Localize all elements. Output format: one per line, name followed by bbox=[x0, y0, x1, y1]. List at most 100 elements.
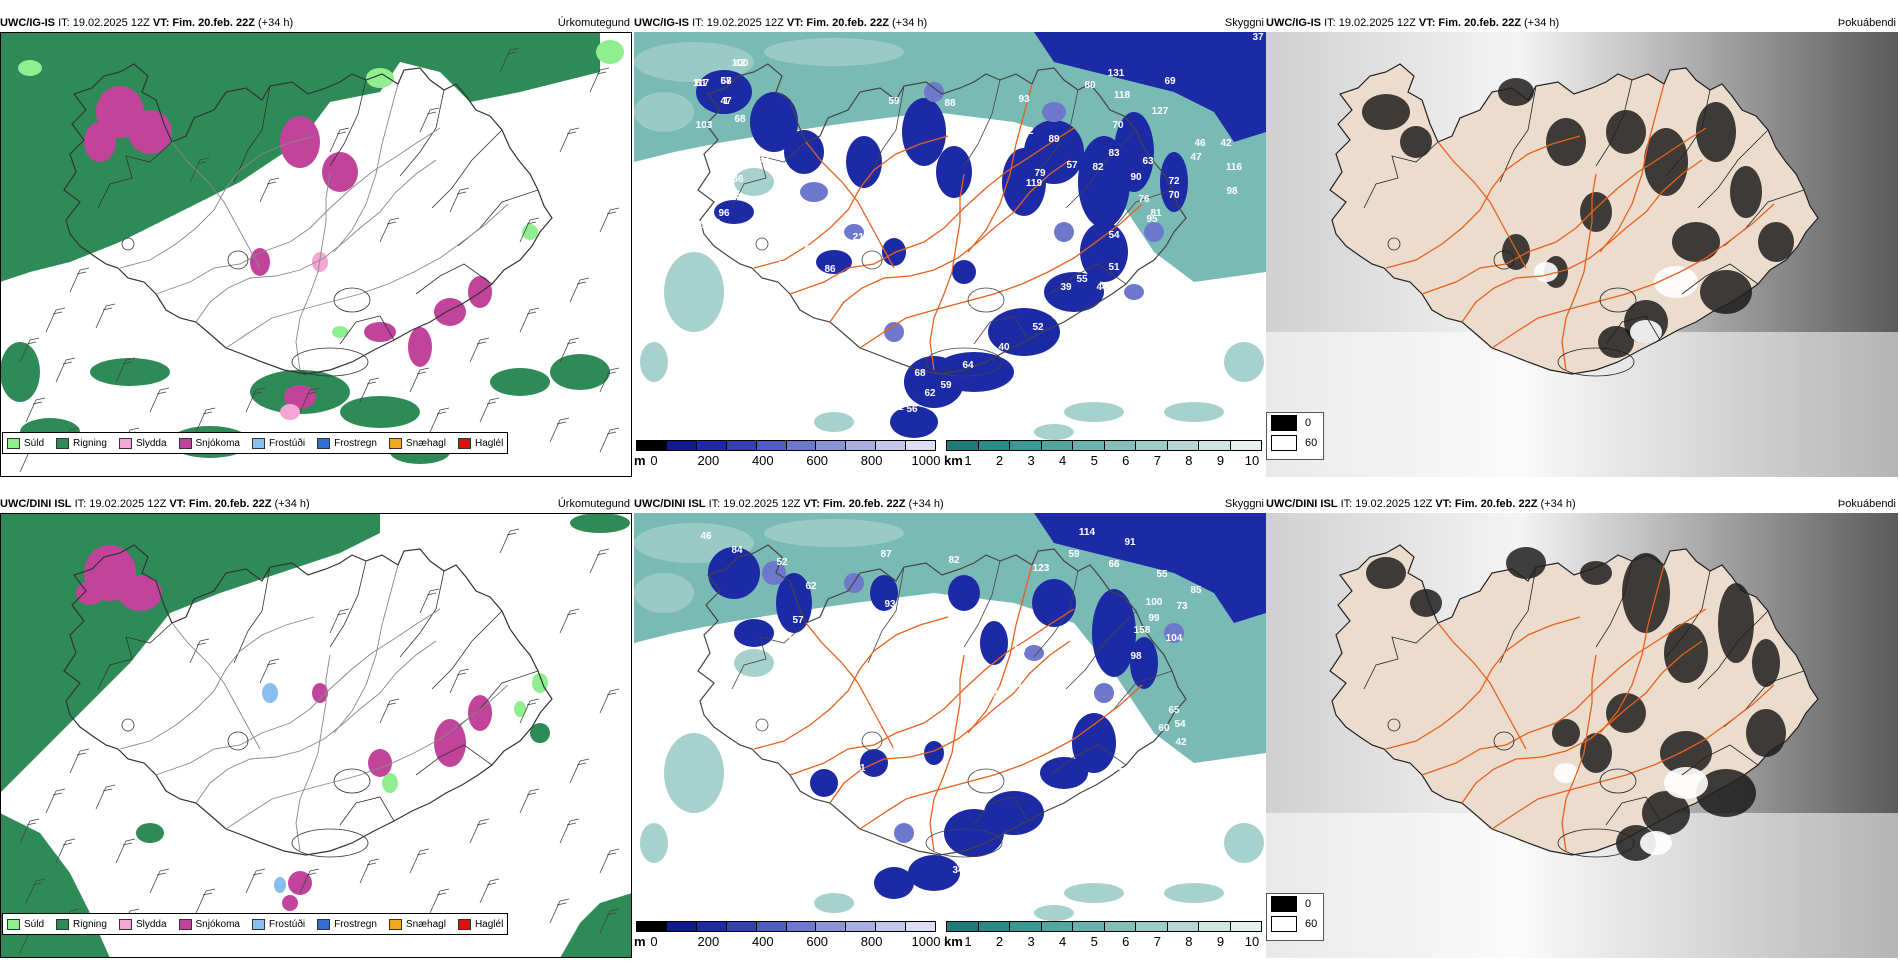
road-line bbox=[225, 684, 509, 830]
coastline bbox=[63, 63, 553, 375]
ceiling-value-label: 104 bbox=[704, 218, 721, 229]
colorbar-swatch bbox=[1136, 922, 1168, 931]
panel-lead-time: (+34 h) bbox=[1524, 17, 1560, 29]
road-line bbox=[195, 159, 437, 323]
wind-barb bbox=[189, 638, 210, 664]
legend-swatch bbox=[178, 437, 192, 449]
legend-swatch bbox=[251, 918, 265, 930]
fjord-line bbox=[1697, 129, 1769, 209]
glacier-outline bbox=[755, 718, 769, 732]
legend-swatch bbox=[1271, 415, 1297, 431]
wind-barb bbox=[599, 848, 620, 874]
fog-dark-patch bbox=[1752, 639, 1780, 687]
road-line bbox=[1461, 640, 1703, 804]
ceiling-value-label: 48 bbox=[1064, 823, 1076, 834]
colorbar-swatch bbox=[786, 441, 817, 450]
ceiling-value-label: 98 bbox=[1130, 651, 1142, 662]
visibility-panel: UWC/DINI ISL IT: 19.02.2025 12Z VT: Fim.… bbox=[634, 495, 1266, 975]
legend-label: Súld bbox=[24, 437, 45, 449]
ceiling-value-label: 53 bbox=[1108, 799, 1120, 810]
ceiling-value-label: 51 bbox=[892, 741, 904, 752]
ceiling-value-label: 62 bbox=[805, 581, 817, 592]
fog-dark-patch bbox=[1606, 110, 1646, 154]
wind-barb bbox=[115, 357, 136, 383]
ceiling-value-label: 58 bbox=[720, 76, 732, 87]
legend-label: Snjókoma bbox=[195, 918, 240, 930]
colorbar-tick: 200 bbox=[697, 934, 720, 949]
ceiling-value-label: 81 bbox=[1150, 208, 1162, 219]
precip-type-panel: UWC/DINI ISL IT: 19.02.2025 12Z VT: Fim.… bbox=[0, 495, 632, 975]
wind-barb bbox=[589, 548, 610, 574]
road-line bbox=[789, 127, 1075, 295]
glacier-outline bbox=[925, 828, 1003, 858]
colorbar-tick: 800 bbox=[860, 934, 883, 949]
ceiling-value-label: 64 bbox=[780, 631, 792, 642]
fjord-line bbox=[867, 566, 905, 664]
visibility-ceiling-map: 4684526257649387821231149159665585731009… bbox=[634, 513, 1266, 958]
road-line bbox=[1599, 83, 1665, 253]
ceiling-value-label: 131 bbox=[1108, 68, 1125, 79]
wind-barb bbox=[569, 277, 590, 303]
ceiling-value-label: 169 bbox=[698, 220, 715, 231]
fog-dark-patch bbox=[1700, 270, 1752, 314]
fjord-line bbox=[1595, 560, 1633, 648]
road-line bbox=[967, 83, 1033, 253]
panel-header: UWC/IG-IS IT: 19.02.2025 12Z VT: Fim. 20… bbox=[1266, 14, 1898, 32]
colorbar-swatch bbox=[696, 922, 727, 931]
fog-dark-patch bbox=[1366, 557, 1406, 589]
ceiling-value-label: 127 bbox=[1152, 106, 1169, 117]
ceiling-value-label: 46 bbox=[700, 531, 712, 542]
glacier-outline bbox=[1387, 718, 1401, 732]
ceiling-value-label: 67 bbox=[720, 76, 732, 87]
ceiling-value-label: 52 bbox=[776, 557, 788, 568]
legend-label: 60 bbox=[1305, 437, 1318, 449]
legend-label: Frostregn bbox=[334, 918, 377, 930]
colorbar-tick: 8 bbox=[1185, 453, 1193, 468]
legend-swatch bbox=[457, 437, 471, 449]
panel-model-label: UWC/DINI ISL bbox=[634, 498, 706, 510]
glacier-outline bbox=[861, 731, 883, 751]
ceiling-value-label: 87 bbox=[880, 549, 892, 560]
ceiling-value-label: 68 bbox=[734, 114, 746, 125]
road-line bbox=[805, 141, 895, 269]
colorbar-swatch bbox=[1167, 441, 1199, 450]
ceiling-value-label: 37 bbox=[1252, 32, 1264, 43]
wind-barb bbox=[559, 608, 580, 634]
legend-swatch bbox=[118, 437, 132, 449]
glacier-outline bbox=[1557, 347, 1635, 377]
rain-area bbox=[136, 513, 630, 843]
fjord-line bbox=[1681, 744, 1759, 776]
wind-barb bbox=[379, 698, 400, 724]
road-line bbox=[1385, 135, 1581, 269]
colorbar-ticks: 0 200 400 600 800 1000 bbox=[636, 451, 940, 468]
glacier-outline bbox=[925, 347, 1003, 377]
road-line bbox=[829, 640, 1071, 804]
fjord-line bbox=[339, 315, 395, 345]
glacier-outline bbox=[227, 250, 249, 270]
panel-field-name: Úrkomutegund bbox=[557, 17, 630, 29]
wind-barb bbox=[25, 397, 46, 423]
ceiling-value-label: 89 bbox=[992, 689, 1004, 700]
legend-swatch bbox=[7, 437, 20, 449]
legend-item: Snæhagl bbox=[388, 437, 446, 449]
wind-barb bbox=[449, 187, 470, 213]
colorbar-swatch bbox=[816, 441, 847, 450]
fjord-line bbox=[1697, 610, 1769, 690]
wind-barb bbox=[115, 838, 136, 864]
ceiling-value-label: 34 bbox=[952, 865, 964, 876]
legend-swatch bbox=[7, 918, 20, 930]
ceiling-value-label: 72 bbox=[1168, 176, 1180, 187]
fjord-line bbox=[1049, 744, 1127, 776]
legend-item: Haglél bbox=[457, 437, 503, 449]
fjord-line bbox=[1605, 315, 1661, 345]
panel-header: UWC/DINI ISL IT: 19.02.2025 12Z VT: Fim.… bbox=[1266, 495, 1898, 513]
colorbar-tick: 400 bbox=[751, 453, 774, 468]
fog-dark-patch bbox=[1660, 731, 1712, 775]
ceiling-value-label: 116 bbox=[1226, 162, 1243, 173]
map-frame bbox=[0, 513, 632, 958]
legend-label: Frostregn bbox=[334, 437, 377, 449]
glacier-outline bbox=[1493, 731, 1515, 751]
ceiling-value-label: 99 bbox=[1148, 613, 1160, 624]
